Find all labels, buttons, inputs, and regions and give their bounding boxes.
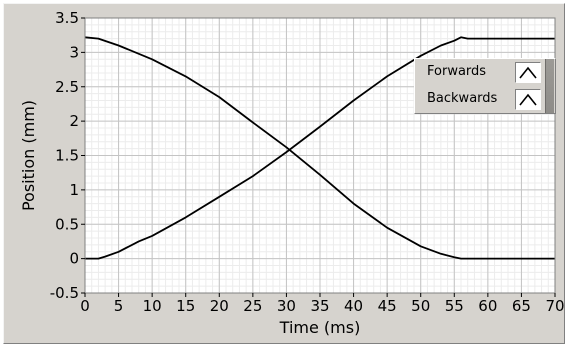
x-tick-label: 55 [445, 297, 464, 315]
x-tick-label: 0 [80, 297, 90, 315]
legend-resize-handle[interactable] [545, 59, 554, 113]
x-tick-label: 30 [277, 297, 296, 315]
x-tick-label: 35 [310, 297, 329, 315]
plot-legend[interactable]: Forwards Backwards [414, 58, 556, 114]
series-line-backwards [84, 36, 555, 260]
x-tick-label: 40 [344, 297, 363, 315]
legend-label-backwards: Backwards [427, 91, 498, 106]
x-tick-label: 10 [143, 297, 162, 315]
legend-item-backwards[interactable]: Backwards [415, 87, 555, 114]
x-tick-label: 60 [478, 297, 497, 315]
x-tick-label: 25 [243, 297, 262, 315]
line-sample-icon [519, 66, 537, 79]
x-tick-label: 15 [176, 297, 195, 315]
x-tick-label: 20 [210, 297, 229, 315]
series-line-forwards [85, 36, 555, 260]
y-tick-label: 1 [69, 181, 79, 199]
legend-item-forwards[interactable]: Forwards [415, 60, 555, 87]
y-tick-label: 3 [69, 43, 79, 61]
legend-label-forwards: Forwards [427, 64, 487, 79]
x-tick-label: 45 [378, 297, 397, 315]
series-layer [84, 36, 555, 260]
y-tick-label: 0 [69, 250, 79, 268]
x-tick-label: 50 [411, 297, 430, 315]
line-sample-icon [519, 93, 537, 106]
y-axis-title: Position (mm) [19, 100, 38, 211]
y-axis-ticks: -0.5 0 0.5 1 1.5 2 2.5 3 3.5 [50, 9, 85, 302]
y-tick-label: 2 [69, 112, 79, 130]
x-tick-label: 5 [114, 297, 124, 315]
y-tick-label: -0.5 [50, 284, 79, 302]
x-tick-label: 65 [512, 297, 531, 315]
legend-swatch-backwards[interactable] [515, 89, 541, 110]
y-tick-label: 2.5 [55, 78, 79, 96]
x-axis-ticks: 0 5 10 15 20 25 30 35 40 45 50 55 60 65 70 [80, 293, 565, 315]
x-axis-title: Time (ms) [279, 318, 361, 337]
legend-swatch-forwards[interactable] [515, 62, 541, 83]
y-tick-label: 0.5 [55, 215, 79, 233]
y-tick-label: 1.5 [55, 147, 79, 165]
y-tick-label: 3.5 [55, 9, 79, 27]
x-tick-label: 70 [545, 297, 564, 315]
